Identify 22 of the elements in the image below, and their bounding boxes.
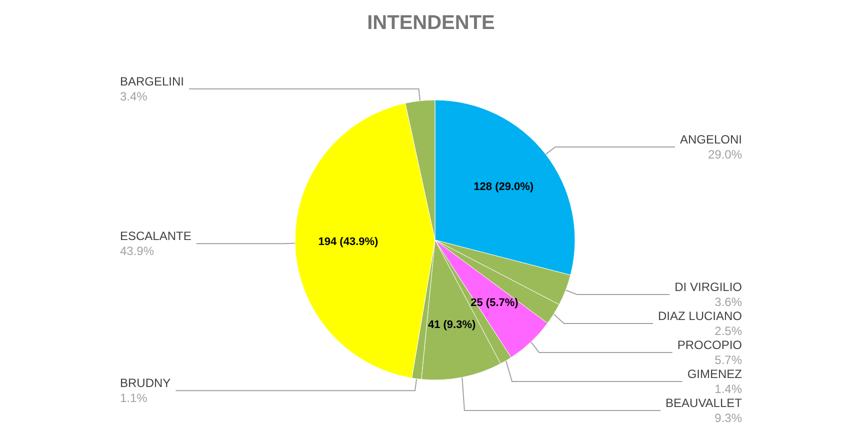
- data-label: 5.7%: [714, 352, 742, 367]
- data-label: 1.1%: [120, 391, 148, 406]
- slice-label: DI VIRGILIO: [674, 280, 742, 294]
- text: 194 (43.9%): [318, 236, 378, 248]
- text: 41 (9.3%): [428, 319, 476, 332]
- data-label: 43.9%: [120, 244, 154, 258]
- data-label: 3.6%: [714, 294, 742, 309]
- data-label: 3.4%: [120, 89, 148, 104]
- text: 128 (29.0%): [474, 180, 534, 193]
- slice-label: DIAZ LUCIANO: [658, 308, 742, 323]
- chart-title: INTENDENTE: [367, 12, 495, 34]
- slice-label: ESCALANTE: [120, 229, 192, 244]
- slice-label: ANGELONI: [680, 132, 742, 146]
- data-label: 9.3%: [714, 410, 742, 425]
- slice-label: BEAUVALLET: [666, 396, 743, 410]
- slice-label: BRUDNY: [120, 376, 171, 390]
- slice-label: GIMENEZ: [687, 366, 742, 381]
- slice-label: PROCOPIO: [677, 338, 742, 352]
- slice-label: BARGELINI: [120, 74, 184, 88]
- data-label: 1.4%: [714, 382, 742, 396]
- data-label: 29.0%: [708, 147, 742, 162]
- data-label: 2.5%: [714, 324, 742, 338]
